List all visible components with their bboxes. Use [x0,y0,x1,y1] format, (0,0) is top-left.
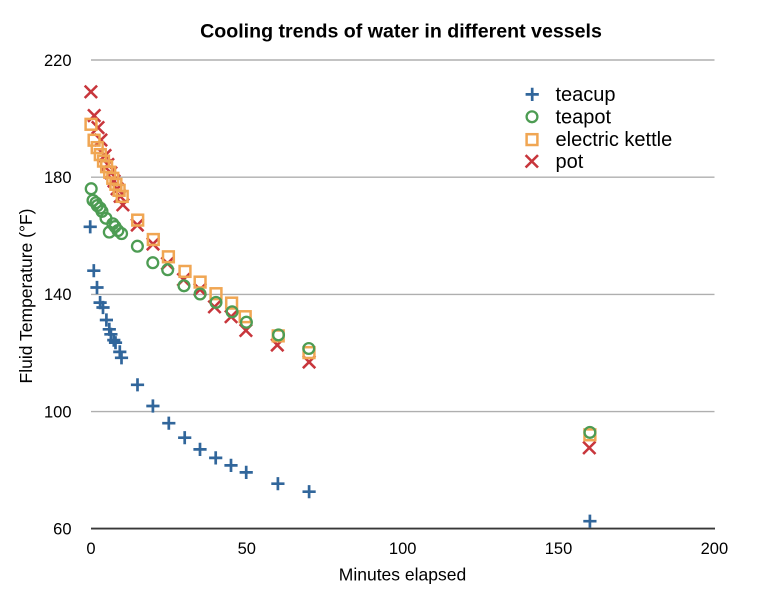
svg-text:140: 140 [44,286,72,304]
svg-text:pot: pot [556,151,584,173]
svg-text:60: 60 [53,521,71,539]
svg-text:100: 100 [44,403,72,421]
svg-text:Minutes elapsed: Minutes elapsed [339,564,466,584]
svg-text:100: 100 [389,540,417,558]
svg-text:teapot: teapot [556,107,612,129]
svg-text:220: 220 [44,52,72,70]
svg-text:electric kettle: electric kettle [556,129,673,151]
svg-text:Fluid Temperature (°F): Fluid Temperature (°F) [16,209,36,384]
svg-text:180: 180 [44,169,72,187]
svg-text:200: 200 [701,540,729,558]
svg-text:Cooling trends of water in dif: Cooling trends of water in different ves… [200,21,602,43]
svg-text:0: 0 [86,540,95,558]
svg-text:150: 150 [545,540,573,558]
svg-text:teacup: teacup [556,84,616,106]
svg-text:50: 50 [238,540,256,558]
